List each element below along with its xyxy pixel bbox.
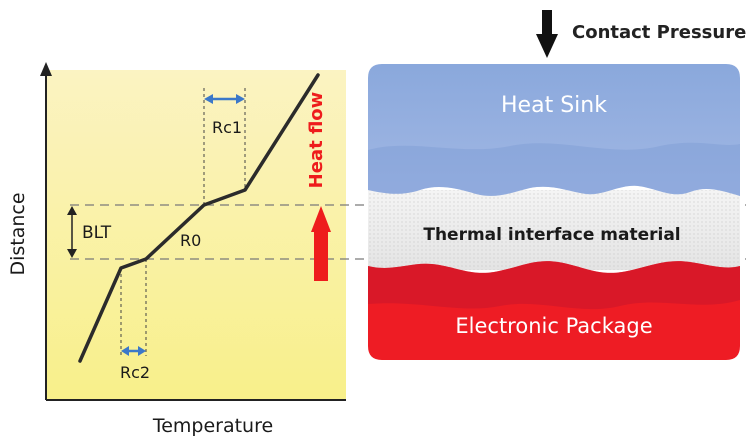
heat-flow-label: Heat flow — [306, 92, 327, 189]
rc1-arrow-icon — [204, 94, 245, 104]
rc1-label: Rc1 — [212, 118, 242, 137]
tim-label: Thermal interface material — [423, 225, 680, 245]
contact-pressure-arrow-icon — [536, 10, 558, 58]
heat-sink-label: Heat Sink — [501, 93, 607, 118]
heat-sink-layer — [368, 64, 740, 196]
r0-label: R0 — [180, 231, 201, 250]
y-axis-arrow-icon — [40, 62, 52, 76]
contact-pressure-label: Contact Pressure — [572, 22, 746, 43]
blt-arrow-icon — [67, 206, 77, 258]
distance-temperature-graph: Distance Temperature BLT R0 Rc1 Rc2 Heat… — [7, 62, 746, 437]
rc2-arrow-icon — [121, 346, 146, 356]
rc2-label: Rc2 — [120, 363, 150, 382]
electronic-package-label: Electronic Package — [455, 314, 652, 338]
heat-flow-arrow-icon — [311, 206, 331, 281]
temperature-profile-line — [78, 73, 320, 363]
blt-label: BLT — [82, 223, 112, 243]
graph-background — [46, 70, 346, 400]
x-axis-label: Temperature — [152, 415, 273, 437]
y-axis-label: Distance — [7, 192, 29, 275]
material-stack: Contact Pressure Heat Sink Thermal inter… — [368, 10, 746, 360]
